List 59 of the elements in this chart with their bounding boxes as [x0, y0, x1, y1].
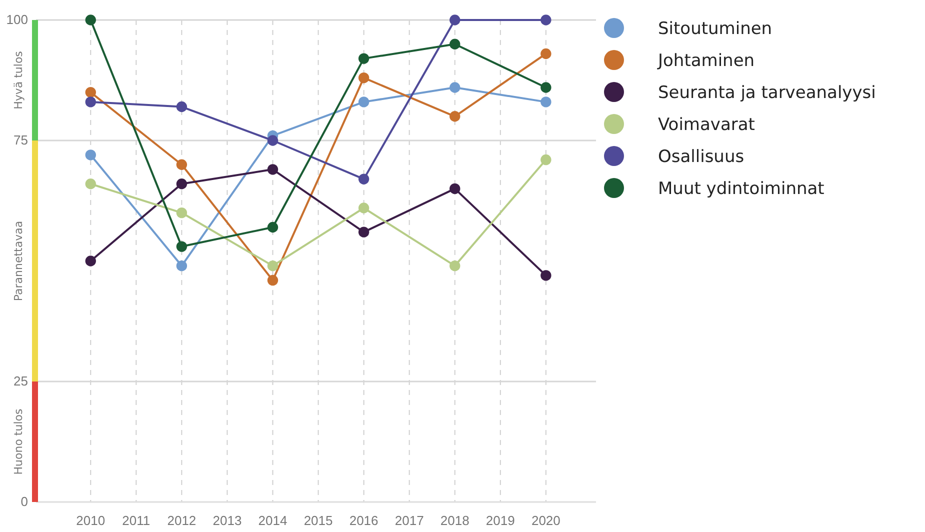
x-tick-label: 2014: [258, 513, 288, 528]
x-tick-label: 2010: [76, 513, 106, 528]
x-tick-label: 2015: [304, 513, 333, 528]
point: [358, 53, 370, 64]
point: [85, 256, 96, 266]
point: [267, 135, 278, 146]
point: [267, 260, 278, 272]
y-tick-label: 75: [14, 132, 28, 148]
y-tick-label: 0: [20, 494, 28, 510]
x-tick-label: 2012: [167, 513, 196, 528]
point: [358, 72, 370, 84]
point: [540, 82, 552, 93]
point: [267, 222, 278, 233]
point: [176, 241, 188, 252]
x-tick-label: 2020: [531, 513, 560, 528]
legend-label: Johtaminen: [657, 51, 755, 71]
text: Hyvä tulos: [12, 50, 25, 110]
point: [176, 101, 188, 112]
point: [540, 14, 552, 26]
point: [540, 96, 552, 108]
point: [358, 226, 370, 238]
point: [540, 48, 552, 60]
point: [450, 14, 460, 26]
point: [358, 174, 370, 184]
text: Parannettavaa: [12, 220, 25, 302]
point: [176, 260, 188, 272]
point: [267, 274, 278, 286]
text: Huono tulos: [12, 408, 25, 475]
x-tick-label: 2017: [394, 513, 424, 528]
point: [358, 96, 370, 108]
point: [450, 111, 460, 122]
point: [85, 14, 96, 26]
point: [450, 38, 460, 50]
legend-label: Osallisuus: [658, 147, 744, 167]
point: [85, 178, 96, 190]
point: [540, 154, 552, 166]
point: [85, 150, 96, 160]
x-tick-label: 2018: [440, 513, 470, 528]
point: [358, 202, 370, 214]
x-tick-label: 2016: [349, 513, 378, 528]
point: [176, 159, 188, 170]
point: [176, 207, 188, 218]
point: [450, 82, 460, 93]
legend-label: Voimavarat: [658, 115, 756, 135]
y-tick-label: 25: [14, 374, 28, 389]
y-tick-label: 100: [6, 12, 28, 28]
legend-label: Sitoutuminen: [658, 19, 772, 39]
point: [85, 86, 96, 98]
x-tick-label: 2013: [212, 513, 242, 528]
point: [85, 96, 96, 108]
x-tick-label: 2019: [486, 513, 515, 528]
point: [176, 178, 188, 190]
point: [450, 183, 460, 194]
point: [540, 270, 552, 281]
point: [267, 164, 278, 175]
legend-label: Seuranta ja tarveanalyysi: [658, 83, 876, 103]
x-tick-label: 2011: [122, 513, 150, 528]
legend-label: Muut ydintoiminnat: [658, 179, 825, 199]
point: [450, 260, 460, 272]
